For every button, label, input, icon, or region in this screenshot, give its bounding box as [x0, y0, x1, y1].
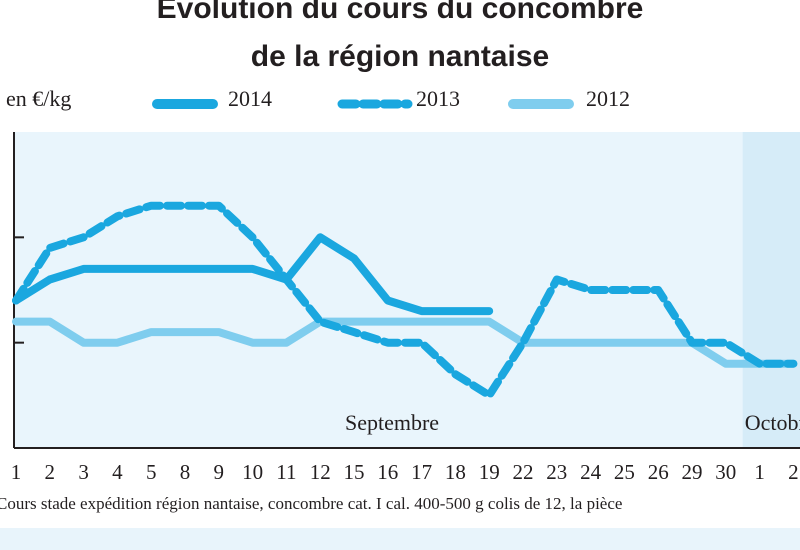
- x-tick-label-8: 11: [276, 460, 296, 484]
- month-label-0: Septembre: [345, 410, 439, 435]
- legend-swatch-2012: [508, 99, 574, 109]
- x-tick-label-11: 16: [377, 460, 398, 484]
- x-tick-label-5: 8: [180, 460, 191, 484]
- x-tick-label-4: 5: [146, 460, 157, 484]
- legend-label-2012: 2012: [586, 86, 630, 111]
- plot-background: [14, 132, 800, 448]
- legend-swatch-2014: [152, 99, 218, 109]
- x-tick-label-0: 1: [11, 460, 22, 484]
- x-tick-label-23: 2: [788, 460, 799, 484]
- x-tick-label-10: 15: [344, 460, 365, 484]
- x-tick-label-7: 10: [242, 460, 263, 484]
- x-tick-label-16: 23: [546, 460, 567, 484]
- legend-label-2013: 2013: [416, 86, 460, 111]
- legend-label-2014: 2014: [228, 86, 272, 111]
- x-tick-label-2: 3: [78, 460, 89, 484]
- october-background: [742, 132, 800, 448]
- month-label-1: Octobre: [745, 410, 800, 435]
- x-tick-label-12: 17: [411, 460, 432, 484]
- x-tick-label-22: 1: [754, 460, 765, 484]
- x-tick-label-21: 30: [715, 460, 736, 484]
- series-line-2014: [12, 233, 494, 316]
- series-line-2012: [12, 317, 798, 368]
- series-line-2013: [12, 201, 798, 400]
- title-line-1: Evolution du cours du concombre: [156, 0, 644, 25]
- chart-footnote: Cours stade expédition région nantaise, …: [0, 494, 623, 513]
- x-tick-label-18: 25: [614, 460, 635, 484]
- x-tick-label-19: 26: [648, 460, 669, 484]
- title-line-2: de la région nantaise: [250, 40, 550, 73]
- bottom-band: [0, 528, 800, 550]
- x-tick-label-14: 19: [479, 460, 500, 484]
- x-tick-label-13: 18: [445, 460, 466, 484]
- x-tick-label-6: 9: [214, 460, 225, 484]
- x-tick-label-1: 2: [45, 460, 56, 484]
- x-tick-label-9: 12: [310, 460, 331, 484]
- y-axis-unit-label: en €/kg: [6, 86, 72, 111]
- x-tick-label-15: 22: [513, 460, 534, 484]
- x-tick-label-20: 29: [682, 460, 703, 484]
- x-tick-label-3: 4: [112, 460, 123, 484]
- x-tick-label-17: 24: [580, 460, 602, 484]
